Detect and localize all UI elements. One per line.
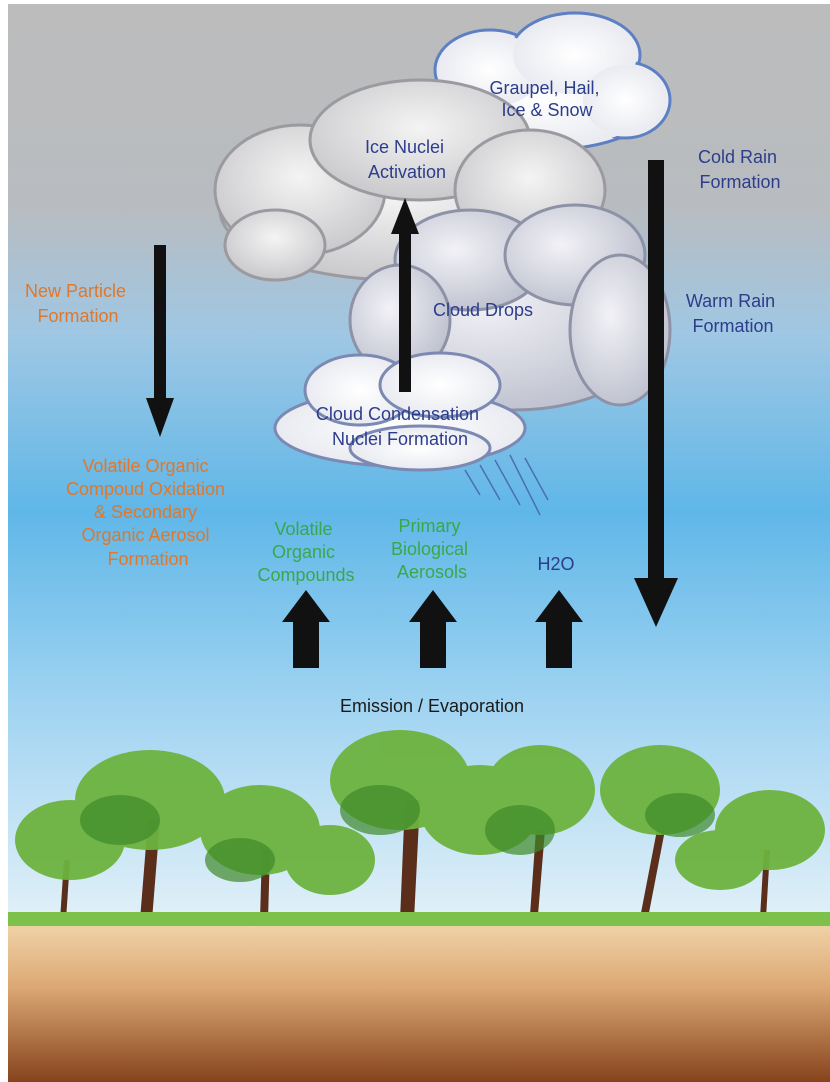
label-line: Aerosols [397,562,467,582]
label-line: Emission / Evaporation [340,696,524,716]
voc-oxidation-label: Volatile Organic Compoud Oxidation & Sec… [66,456,230,569]
label-line: Nuclei Formation [332,429,468,449]
label-line: Graupel, Hail, [489,78,599,98]
graupel-label: Graupel, Hail, Ice & Snow [489,78,604,120]
cold-rain-label: Cold Rain Formation [698,147,782,192]
label-line: Activation [368,162,446,182]
label-line: Cloud Condensation [316,404,479,424]
label-line: Cloud Drops [433,300,533,320]
cloud-drops-label: Cloud Drops [433,300,533,320]
label-line: H2O [537,554,574,574]
label-line: Cold Rain [698,147,777,167]
ice-nuclei-label: Ice Nuclei Activation [365,137,449,182]
rain [464,454,549,516]
label-line: Formation [107,549,188,569]
new-particle-label: New Particle Formation [25,281,131,326]
arrows [146,160,678,668]
label-line: Formation [692,316,773,336]
h2o-label: H2O [537,554,574,574]
label-line: Ice & Snow [501,100,593,120]
emission-label: Emission / Evaporation [340,696,524,716]
trees [8,730,830,926]
label-line: Formation [699,172,780,192]
label-line: Warm Rain [686,291,775,311]
ground [8,924,830,1082]
label-line: Organic [272,542,335,562]
label-line: Organic Aerosol [81,525,209,545]
label-line: Primary [398,516,460,536]
bio-aerosol-label: Primary Biological Aerosols [391,516,473,582]
label-line: Volatile Organic [82,456,208,476]
label-line: Biological [391,539,468,559]
ccn-label: Cloud Condensation Nuclei Formation [316,404,484,449]
label-line: Formation [37,306,118,326]
label-line: New Particle [25,281,126,301]
label-line: Compounds [257,565,354,585]
label-line: Volatile [274,519,332,539]
label-line: & Secondary [94,502,197,522]
voc-label: Volatile Organic Compounds [257,519,354,585]
label-line: Compoud Oxidation [66,479,225,499]
warm-rain-label: Warm Rain Formation [686,291,780,336]
label-line: Ice Nuclei [365,137,444,157]
